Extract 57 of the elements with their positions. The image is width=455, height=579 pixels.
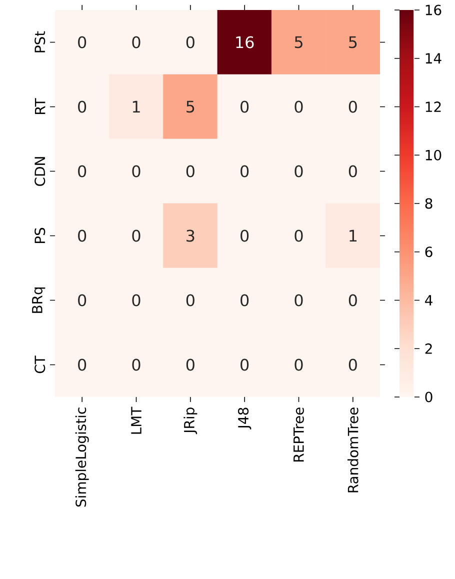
y-tick-label: CT: [34, 356, 46, 374]
data-label: 0: [240, 165, 249, 178]
data-label: 0: [132, 165, 140, 178]
y-tick-label: RT: [34, 98, 46, 114]
data-label: 0: [78, 100, 86, 113]
y-tick-label: PS: [34, 228, 46, 244]
data-label: 5: [186, 100, 194, 113]
data-label: 0: [240, 100, 249, 113]
data-label: 3: [186, 230, 194, 242]
data-label: 0: [294, 165, 303, 178]
data-label: 0: [78, 358, 86, 371]
color-bar-label: 14: [426, 53, 442, 64]
y-tick-label: BRq: [32, 287, 46, 313]
data-label: 0: [78, 165, 86, 178]
color-bar-label: 16: [426, 4, 442, 16]
data-label: 5: [349, 36, 357, 48]
data-label: 0: [348, 165, 357, 178]
x-tick-label: SimpleLogistic: [75, 408, 89, 507]
y-tick-label: PSt: [34, 31, 46, 52]
data-label: 0: [186, 36, 194, 48]
color-bar-label: 8: [425, 198, 432, 209]
color-bar-label: 6: [425, 246, 432, 258]
color-bar-label: 4: [425, 295, 432, 306]
data-label: 5: [294, 36, 302, 48]
data-label: 0: [240, 294, 249, 306]
data-label: 0: [294, 294, 303, 306]
x-tick-label: REPTree: [294, 408, 304, 462]
x-tick-label: LMT: [131, 406, 142, 434]
data-label: 0: [78, 230, 86, 242]
data-label: 0: [240, 358, 249, 371]
y-tick-label: CDN: [34, 157, 46, 186]
color-bar-label: 2: [425, 343, 432, 354]
data-label: 0: [132, 230, 140, 242]
data-label: 16: [236, 36, 254, 48]
data-label: 0: [294, 230, 303, 242]
color-bar-label: 12: [426, 102, 441, 112]
data-label: 0: [348, 358, 357, 371]
data-label: 0: [294, 358, 303, 371]
x-tick-label: J48: [238, 408, 252, 430]
data-label: 1: [132, 100, 140, 113]
data-label: 1: [350, 230, 357, 242]
data-label: 0: [132, 358, 140, 371]
data-label: 0: [132, 294, 140, 306]
data-label: 0: [132, 36, 140, 48]
x-tick-label: RandomTree: [348, 408, 358, 492]
color-bar-label: 10: [426, 150, 442, 160]
data-label: 0: [186, 294, 194, 306]
data-label: 0: [348, 100, 357, 113]
data-label: 0: [78, 36, 86, 48]
data-label: 0: [240, 230, 249, 242]
data-label: 0: [348, 294, 357, 306]
color-bar-label: 0: [425, 392, 432, 402]
data-label: 0: [294, 100, 303, 113]
data-label: 0: [186, 358, 194, 371]
data-label: 0: [186, 165, 194, 178]
data-label: 0: [78, 294, 86, 306]
x-tick-label: JRip: [184, 408, 198, 434]
